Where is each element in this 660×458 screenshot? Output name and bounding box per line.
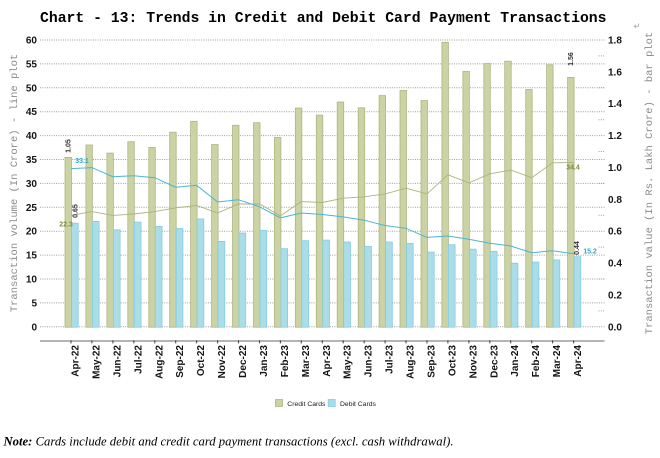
svg-text:5: 5 xyxy=(31,298,37,309)
svg-text:Nov-23: Nov-23 xyxy=(468,345,479,379)
svg-text:0: 0 xyxy=(31,322,37,333)
svg-text:1.2: 1.2 xyxy=(608,131,622,142)
svg-text:Apr-23: Apr-23 xyxy=(322,345,333,377)
svg-text:10: 10 xyxy=(26,275,38,286)
svg-text:Apr-24: Apr-24 xyxy=(573,345,584,377)
svg-text:May-22: May-22 xyxy=(91,345,102,379)
svg-text:20: 20 xyxy=(26,227,38,238)
svg-text:0.4: 0.4 xyxy=(608,259,622,270)
svg-text:Mar-24: Mar-24 xyxy=(552,345,563,378)
svg-text:1.8: 1.8 xyxy=(608,36,622,47)
svg-text:Chart - 13: Trends in Credit a: Chart - 13: Trends in Credit and Debit C… xyxy=(40,11,607,27)
svg-text:Jul-22: Jul-22 xyxy=(133,345,144,374)
svg-text:Dec-22: Dec-22 xyxy=(238,345,249,378)
svg-text:Sep-23: Sep-23 xyxy=(427,345,438,378)
svg-text:0.65: 0.65 xyxy=(73,204,80,218)
svg-text:1.56: 1.56 xyxy=(568,52,575,66)
svg-text:30: 30 xyxy=(26,179,38,190)
svg-text:55: 55 xyxy=(26,59,38,70)
svg-text:33.1: 33.1 xyxy=(75,158,89,165)
svg-text:Credit Cards: Credit Cards xyxy=(287,401,326,408)
svg-text:0.44: 0.44 xyxy=(574,241,581,255)
svg-text:Dec-23: Dec-23 xyxy=(489,345,500,378)
svg-text:Feb-24: Feb-24 xyxy=(531,345,542,378)
svg-text:34.4: 34.4 xyxy=(566,165,580,172)
svg-text:Jun-23: Jun-23 xyxy=(364,345,375,378)
svg-text:Oct-23: Oct-23 xyxy=(447,345,458,377)
svg-text:35: 35 xyxy=(26,155,38,166)
svg-text:Feb-23: Feb-23 xyxy=(280,345,291,378)
svg-text:Note: Cards include debit and: Note: Cards include debit and credit car… xyxy=(3,435,454,449)
svg-text:40: 40 xyxy=(26,131,38,142)
svg-text:1.4: 1.4 xyxy=(608,99,622,110)
svg-text:Oct-22: Oct-22 xyxy=(196,345,207,377)
svg-text:0.2: 0.2 xyxy=(608,290,622,301)
svg-text:Debit Cards: Debit Cards xyxy=(340,401,376,408)
svg-text:Transaction value (In Rs. Lakh: Transaction value (In Rs. Lakh Crore) - … xyxy=(644,32,656,334)
svg-text:15.2: 15.2 xyxy=(583,249,597,256)
svg-text:Jun-22: Jun-22 xyxy=(112,345,123,378)
svg-text:0.6: 0.6 xyxy=(608,227,622,238)
svg-text:Aug-23: Aug-23 xyxy=(406,345,417,379)
svg-text:Sep-22: Sep-22 xyxy=(175,345,186,378)
svg-text:1.0: 1.0 xyxy=(608,163,622,174)
svg-text:15: 15 xyxy=(26,251,38,262)
svg-text:1.05: 1.05 xyxy=(65,139,72,153)
svg-text:22.3: 22.3 xyxy=(59,222,73,229)
svg-text:Jan-23: Jan-23 xyxy=(259,345,270,377)
svg-text:Aug-22: Aug-22 xyxy=(154,345,165,379)
svg-text:0.0: 0.0 xyxy=(608,322,622,333)
svg-text:Transaction volume (In Crore): Transaction volume (In Crore) - line plo… xyxy=(9,54,21,312)
svg-text:Mar-23: Mar-23 xyxy=(301,345,312,378)
svg-text:Nov-22: Nov-22 xyxy=(217,345,228,379)
svg-text:0.8: 0.8 xyxy=(608,195,622,206)
svg-text:25: 25 xyxy=(26,203,38,214)
svg-text:May-23: May-23 xyxy=(343,345,354,379)
svg-text:Apr-22: Apr-22 xyxy=(71,345,82,377)
svg-text:Jan-24: Jan-24 xyxy=(510,345,521,377)
svg-text:50: 50 xyxy=(26,83,38,94)
svg-text:60: 60 xyxy=(26,36,38,47)
svg-text:Jul-23: Jul-23 xyxy=(385,345,396,374)
svg-text:45: 45 xyxy=(26,107,38,118)
svg-text:1.6: 1.6 xyxy=(608,67,622,78)
